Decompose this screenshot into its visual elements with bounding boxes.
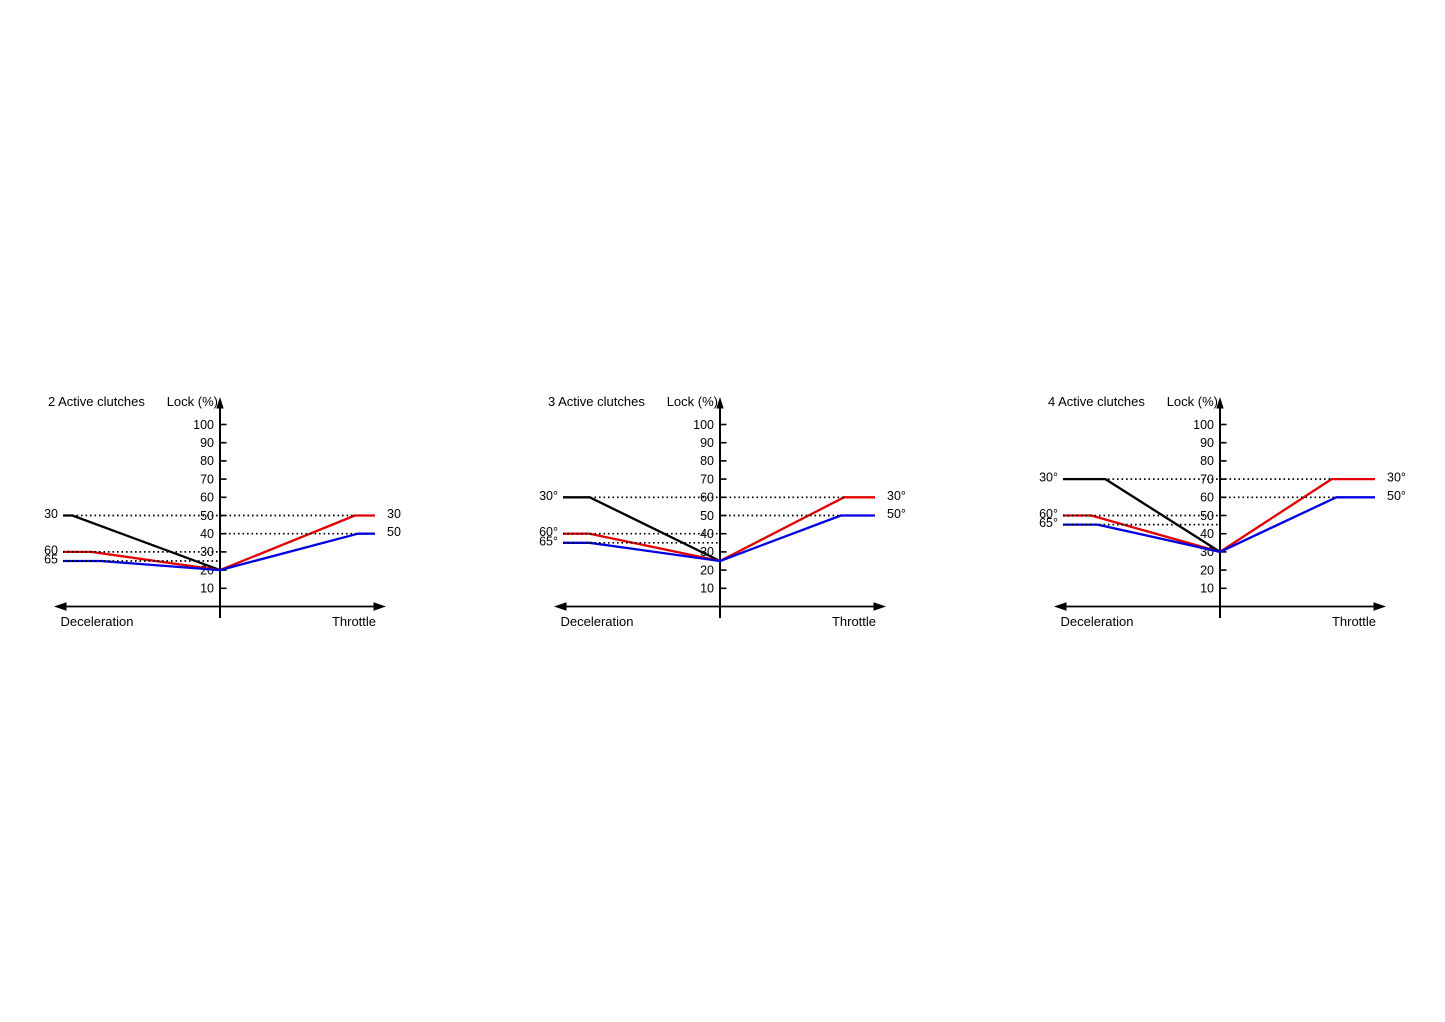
x-axis-arrow-left-icon: [1054, 602, 1067, 611]
chart-4-active-clutches: 10 20 30 40 50 60 70 80 90 100 4 Active clutches Lo…: [1030, 390, 1430, 635]
y-tick-label: 90: [200, 436, 214, 450]
y-tick-label: 50: [700, 509, 714, 523]
y-tick-label: 80: [200, 454, 214, 468]
series-label-right-red: 30°: [887, 489, 906, 503]
chart-2-active-clutches: 10 20 30 40 50 60 70 80 90 100 2 Active clutches Lo…: [30, 390, 430, 635]
series-label-left-blue: 65: [44, 553, 58, 567]
y-tick-label: 80: [1200, 454, 1214, 468]
x-axis-label-throttle: Throttle: [832, 614, 876, 629]
x-axis-label-deceleration: Deceleration: [561, 614, 634, 629]
series-line-blue: [63, 532, 375, 572]
series-line-blue: [563, 514, 875, 563]
x-axis-arrow-left-icon: [54, 602, 67, 611]
chart-title: 3 Active clutches: [548, 394, 645, 409]
series-line-black: [563, 496, 721, 563]
y-tick-label: 80: [700, 454, 714, 468]
x-axis-arrow-left-icon: [554, 602, 567, 611]
y-tick-label: 10: [200, 582, 214, 596]
x-axis-arrow-right-icon: [1373, 602, 1386, 611]
x-axis-arrow-right-icon: [373, 602, 386, 611]
series-label-right-blue: 50°: [887, 507, 906, 521]
x-axis-label-throttle: Throttle: [332, 614, 376, 629]
y-tick-label: 20: [1200, 563, 1214, 577]
y-tick-label: 10: [1200, 582, 1214, 596]
x-axis-label-deceleration: Deceleration: [61, 614, 134, 629]
series-label-left-red: 60: [44, 543, 58, 557]
series-label-left-blue: 65°: [1039, 516, 1058, 530]
series-label-left-blue: 65°: [539, 534, 558, 548]
y-tick-label: 100: [193, 418, 214, 432]
chart-title: 4 Active clutches: [1048, 394, 1145, 409]
y-tick-label: 60: [200, 491, 214, 505]
series-label-right-red: 30: [387, 507, 401, 521]
y-tick-label: 70: [700, 472, 714, 486]
y-axis-arrow-icon: [216, 397, 224, 409]
y-tick-label: 40: [200, 527, 214, 541]
y-axis-arrow-icon: [1216, 397, 1224, 409]
x-axis-label-deceleration: Deceleration: [1061, 614, 1134, 629]
y-axis-title: Lock (%): [667, 394, 718, 409]
series-label-left-red: 60°: [1039, 507, 1058, 521]
chart-title: 2 Active clutches: [48, 394, 145, 409]
y-tick-label: 90: [1200, 436, 1214, 450]
y-tick-label: 20: [700, 563, 714, 577]
series-label-right-blue: 50°: [1387, 489, 1406, 503]
y-axis-arrow-icon: [716, 397, 724, 409]
x-axis-arrow-right-icon: [873, 602, 886, 611]
y-tick-label: 90: [700, 436, 714, 450]
series-label-right-red: 30°: [1387, 471, 1406, 485]
x-axis-label-throttle: Throttle: [1332, 614, 1376, 629]
series-label-left-black: 30°: [1039, 471, 1058, 485]
y-tick-label: 100: [1193, 418, 1214, 432]
y-axis-title: Lock (%): [1167, 394, 1218, 409]
y-tick-label: 40: [1200, 527, 1214, 541]
y-tick-label: 100: [693, 418, 714, 432]
y-tick-label: 60: [1200, 491, 1214, 505]
series-label-left-black: 30: [44, 507, 58, 521]
y-tick-label: 10: [700, 582, 714, 596]
y-axis-title: Lock (%): [167, 394, 218, 409]
series-label-right-blue: 50: [387, 525, 401, 539]
y-tick-label: 70: [200, 472, 214, 486]
series-label-left-black: 30°: [539, 489, 558, 503]
series-label-left-red: 60°: [539, 525, 558, 539]
chart-3-active-clutches: 10 20 30 40 50 60 70 80 90 100 3 Active clutches Lo…: [530, 390, 930, 635]
